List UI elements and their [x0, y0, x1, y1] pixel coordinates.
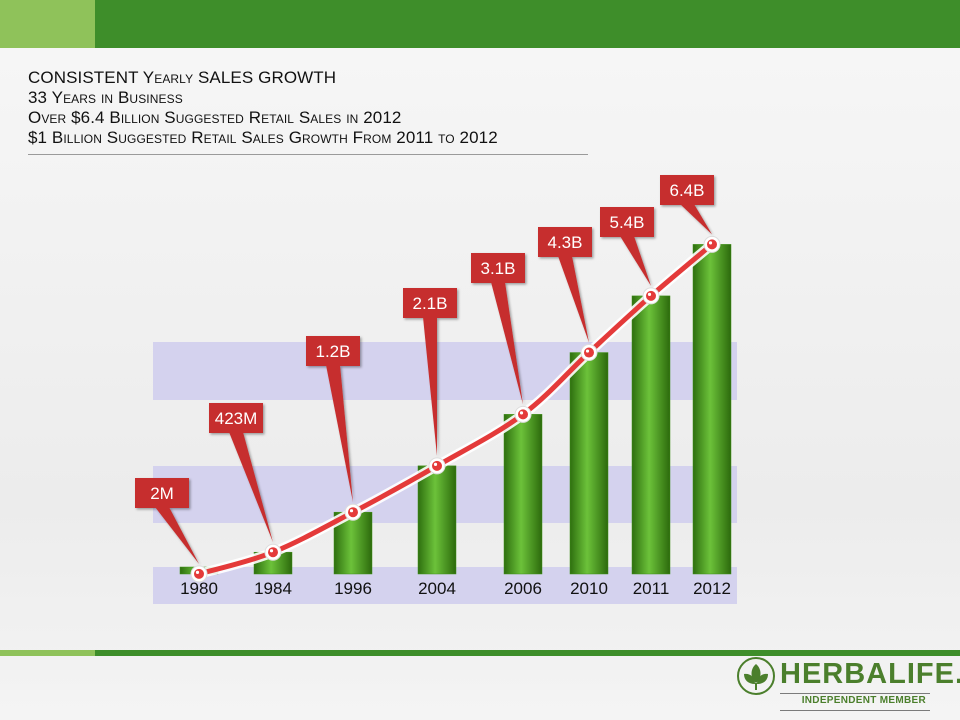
svg-text:423M: 423M: [215, 409, 258, 428]
trend-point-series: [190, 235, 721, 583]
data-label-1-2b: 1.2B: [306, 336, 360, 503]
bar-2011: [631, 295, 671, 575]
brand-name: HERBALIFE.: [780, 658, 960, 690]
brand-tagline: INDEPENDENT MEMBER: [801, 695, 926, 706]
data-label-2m: 2M: [135, 478, 199, 564]
brand-tagline-frame: INDEPENDENT MEMBER: [780, 693, 930, 711]
trend-point-2006: [514, 405, 532, 423]
bar-2004: [417, 465, 457, 575]
trend-point-1996: [344, 503, 362, 521]
svg-text:6.4B: 6.4B: [670, 181, 705, 200]
headline-years: 33 Years in Business: [28, 88, 183, 107]
x-tick-label-2012: 2012: [693, 579, 731, 598]
trend-point-2011: [642, 287, 660, 305]
svg-text:3.1B: 3.1B: [481, 259, 516, 278]
headline-sales-total: Over $6.4 Billion Suggested Retail Sales…: [28, 108, 402, 127]
data-label-series: 2M 423M 1.2B 2.1B 3.1B 4.3B 5.4B 6.4B: [135, 175, 714, 564]
data-label-3-1b: 3.1B: [471, 253, 525, 405]
data-label-6-4b: 6.4B: [660, 175, 714, 235]
trend-point-1980: [190, 565, 208, 583]
data-label-423m: 423M: [209, 403, 273, 543]
bar-2006: [503, 414, 543, 575]
bar-2010: [569, 352, 609, 575]
x-tick-label-1980: 1980: [180, 579, 218, 598]
headline-sales-growth: $1 Billion Suggested Retail Sales Growth…: [28, 128, 498, 147]
x-tick-label-2006: 2006: [504, 579, 542, 598]
svg-text:4.3B: 4.3B: [548, 233, 583, 252]
bar-series: [179, 244, 732, 575]
data-label-4-3b: 4.3B: [538, 227, 592, 343]
top-accent-bar-light: [0, 0, 95, 48]
svg-text:2.1B: 2.1B: [413, 294, 448, 313]
data-label-2-1b: 2.1B: [403, 288, 457, 456]
trend-point-2010: [580, 344, 598, 362]
x-tick-label-1984: 1984: [254, 579, 292, 598]
x-tick-label-1996: 1996: [334, 579, 372, 598]
herbalife-logo: HERBALIFE. INDEPENDENT MEMBER: [732, 656, 960, 714]
trend-point-2012: [703, 235, 721, 253]
headline-title: CONSISTENT Yearly SALES GROWTH: [28, 68, 337, 87]
svg-text:5.4B: 5.4B: [610, 213, 645, 232]
x-tick-label-2011: 2011: [633, 579, 670, 598]
x-tick-label-2010: 2010: [570, 579, 608, 598]
trend-point-1984: [264, 543, 282, 561]
trend-line-series: [194, 239, 717, 579]
headline-block: CONSISTENT Yearly SALES GROWTH 33 Years …: [28, 68, 588, 155]
top-accent-bar-dark: [95, 0, 960, 48]
bottom-accent-bar-light: [0, 650, 95, 656]
bar-2012: [692, 244, 732, 575]
trend-line: [196, 241, 715, 577]
x-tick-label-2004: 2004: [418, 579, 456, 598]
herbalife-leaf-icon: [737, 657, 775, 695]
bottom-accent-bar-dark: [95, 650, 960, 656]
x-axis-tick-labels: 1980 1984 1996 2004 2006 2010 2011 2012: [180, 579, 731, 598]
trend-point-2004: [428, 457, 446, 475]
svg-text:1.2B: 1.2B: [316, 342, 351, 361]
data-label-5-4b: 5.4B: [600, 207, 654, 286]
svg-text:2M: 2M: [150, 484, 174, 503]
